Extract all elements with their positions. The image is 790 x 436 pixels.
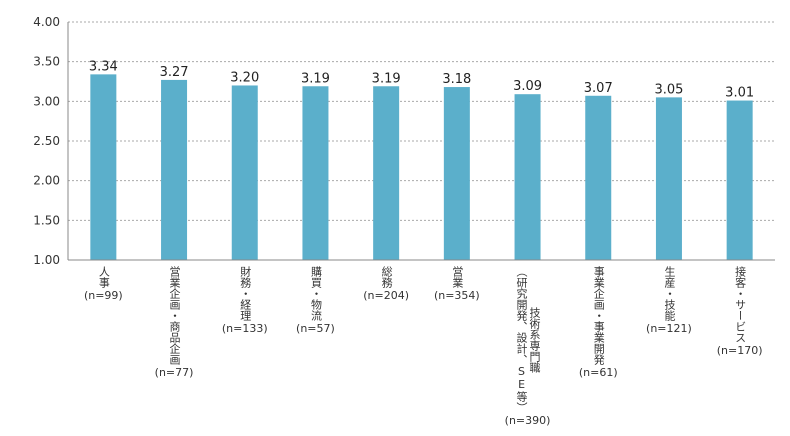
bar: [302, 86, 329, 260]
category-name: 人事: [97, 266, 111, 288]
sample-size: (n=390): [504, 414, 551, 427]
x-tick-label: 総務 (n=204): [351, 266, 421, 302]
bars: [90, 74, 753, 261]
category-name: （研究開発、設計、SE等）: [515, 266, 529, 413]
x-tick-label: 生産・技能 (n=121): [634, 266, 704, 335]
category-name: 営業企画・商品企画: [168, 266, 182, 365]
sample-size: (n=61): [578, 366, 618, 379]
value-label: 3.20: [230, 70, 259, 85]
y-tick-label: 1.00: [33, 253, 60, 267]
sample-size: (n=354): [433, 289, 480, 302]
y-tick-label: 2.50: [33, 134, 60, 148]
x-tick-label: 財務・経理 (n=133): [210, 266, 280, 335]
category-name: 営業: [450, 266, 464, 288]
x-tick-label: 営業 (n=354): [422, 266, 492, 302]
value-label: 3.27: [160, 65, 189, 80]
bar: [726, 100, 753, 260]
category-name: 財務・経理: [238, 266, 252, 321]
category-name: 事業企画・事業開発: [592, 266, 606, 365]
value-label: 3.19: [372, 71, 401, 86]
sample-size: (n=204): [363, 289, 410, 302]
x-tick-label: 事業企画・事業開発 (n=61): [563, 266, 633, 379]
y-tick-label: 3.00: [33, 94, 60, 108]
value-labels: 3.34 3.27 3.20 3.19 3.19 3.18 3.09 3.07 3.05 3.01: [89, 59, 754, 100]
x-tick-label: 人事 (n=99): [68, 266, 138, 302]
sample-size: (n=99): [83, 289, 123, 302]
bar: [161, 79, 188, 260]
sample-size: (n=170): [716, 344, 763, 357]
value-label: 3.05: [654, 82, 683, 97]
value-label: 3.07: [584, 81, 613, 96]
bar: [514, 94, 541, 261]
sample-size: (n=77): [154, 366, 194, 379]
bar: [90, 74, 117, 260]
value-label: 3.01: [725, 86, 754, 101]
category-name: 生産・技能: [662, 266, 676, 321]
bar: [373, 86, 400, 260]
sample-size: (n=57): [296, 322, 335, 335]
value-label: 3.18: [442, 72, 471, 87]
y-tick-label: 3.50: [33, 55, 60, 69]
y-tick-label: 4.00: [33, 15, 60, 29]
sample-size: (n=121): [646, 322, 692, 335]
x-tick-label: 営業企画・商品企画 (n=77): [139, 266, 209, 379]
bar: [655, 97, 682, 260]
bar: [585, 95, 612, 260]
value-label: 3.19: [301, 71, 330, 86]
x-tick-label: 技術系専門職 （研究開発、設計、SE等） (n=390): [493, 266, 563, 427]
y-tick-label: 1.50: [33, 213, 60, 227]
y-tick-label: 2.00: [33, 174, 60, 188]
x-tick-label: 購買・物流 (n=57): [280, 266, 350, 335]
sample-size: (n=133): [221, 322, 268, 335]
x-tick-label: 接客・サービス (n=170): [705, 266, 775, 357]
category-name: 接客・サービス: [733, 266, 747, 343]
category-name: 総務: [380, 266, 394, 288]
value-label: 3.09: [513, 79, 542, 94]
value-label: 3.34: [89, 59, 118, 74]
bar: [443, 87, 470, 260]
y-axis-ticks: 1.00 1.50 2.00 2.50 3.00 3.50 4.00: [33, 15, 60, 267]
category-name: 技術系専門職: [528, 306, 542, 373]
category-name: 購買・物流: [309, 266, 323, 321]
bar: [231, 85, 258, 260]
